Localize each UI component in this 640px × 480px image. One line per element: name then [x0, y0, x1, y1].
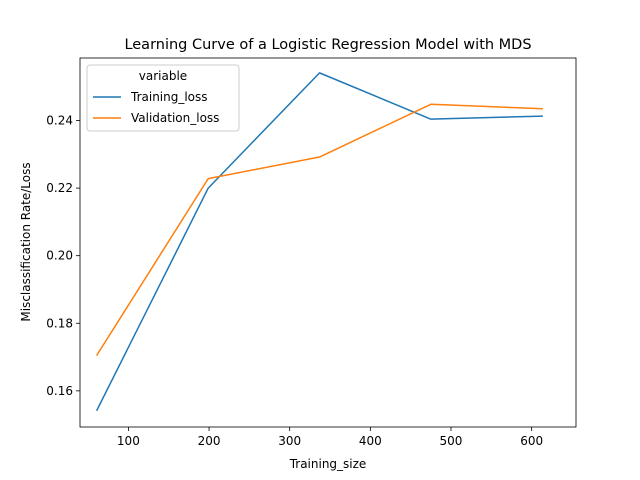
y-tick-label: 0.24: [46, 114, 73, 128]
y-tick-label: 0.16: [46, 384, 73, 398]
legend-label: Validation_loss: [131, 111, 219, 125]
chart-title: Learning Curve of a Logistic Regression …: [124, 37, 531, 53]
x-tick-label: 300: [278, 434, 301, 448]
legend-box: [86, 64, 240, 132]
y-tick-label: 0.18: [46, 316, 73, 330]
x-tick-label: 200: [198, 434, 221, 448]
legend-title: variable: [139, 69, 187, 83]
y-axis-ticks: 0.16 0.18 0.20 0.22 0.24: [46, 114, 80, 398]
y-tick-label: 0.20: [46, 249, 73, 263]
legend-label: Training_loss: [130, 90, 208, 104]
x-tick-label: 600: [520, 434, 543, 448]
y-axis-label: Misclassification Rate/Loss: [19, 162, 33, 321]
y-tick-label: 0.22: [46, 181, 73, 195]
x-tick-label: 400: [359, 434, 382, 448]
x-tick-label: 500: [440, 434, 463, 448]
plot-area-frame: [79, 57, 577, 428]
x-axis-ticks: 100 200 300 400 500 600: [117, 427, 543, 448]
x-axis-label: Training_size: [289, 457, 367, 471]
legend: variable Training_loss Validation_loss: [86, 64, 240, 132]
x-tick-label: 100: [117, 434, 140, 448]
legend-items: Training_loss Validation_loss: [93, 90, 219, 125]
series-layer: [95, 72, 543, 412]
